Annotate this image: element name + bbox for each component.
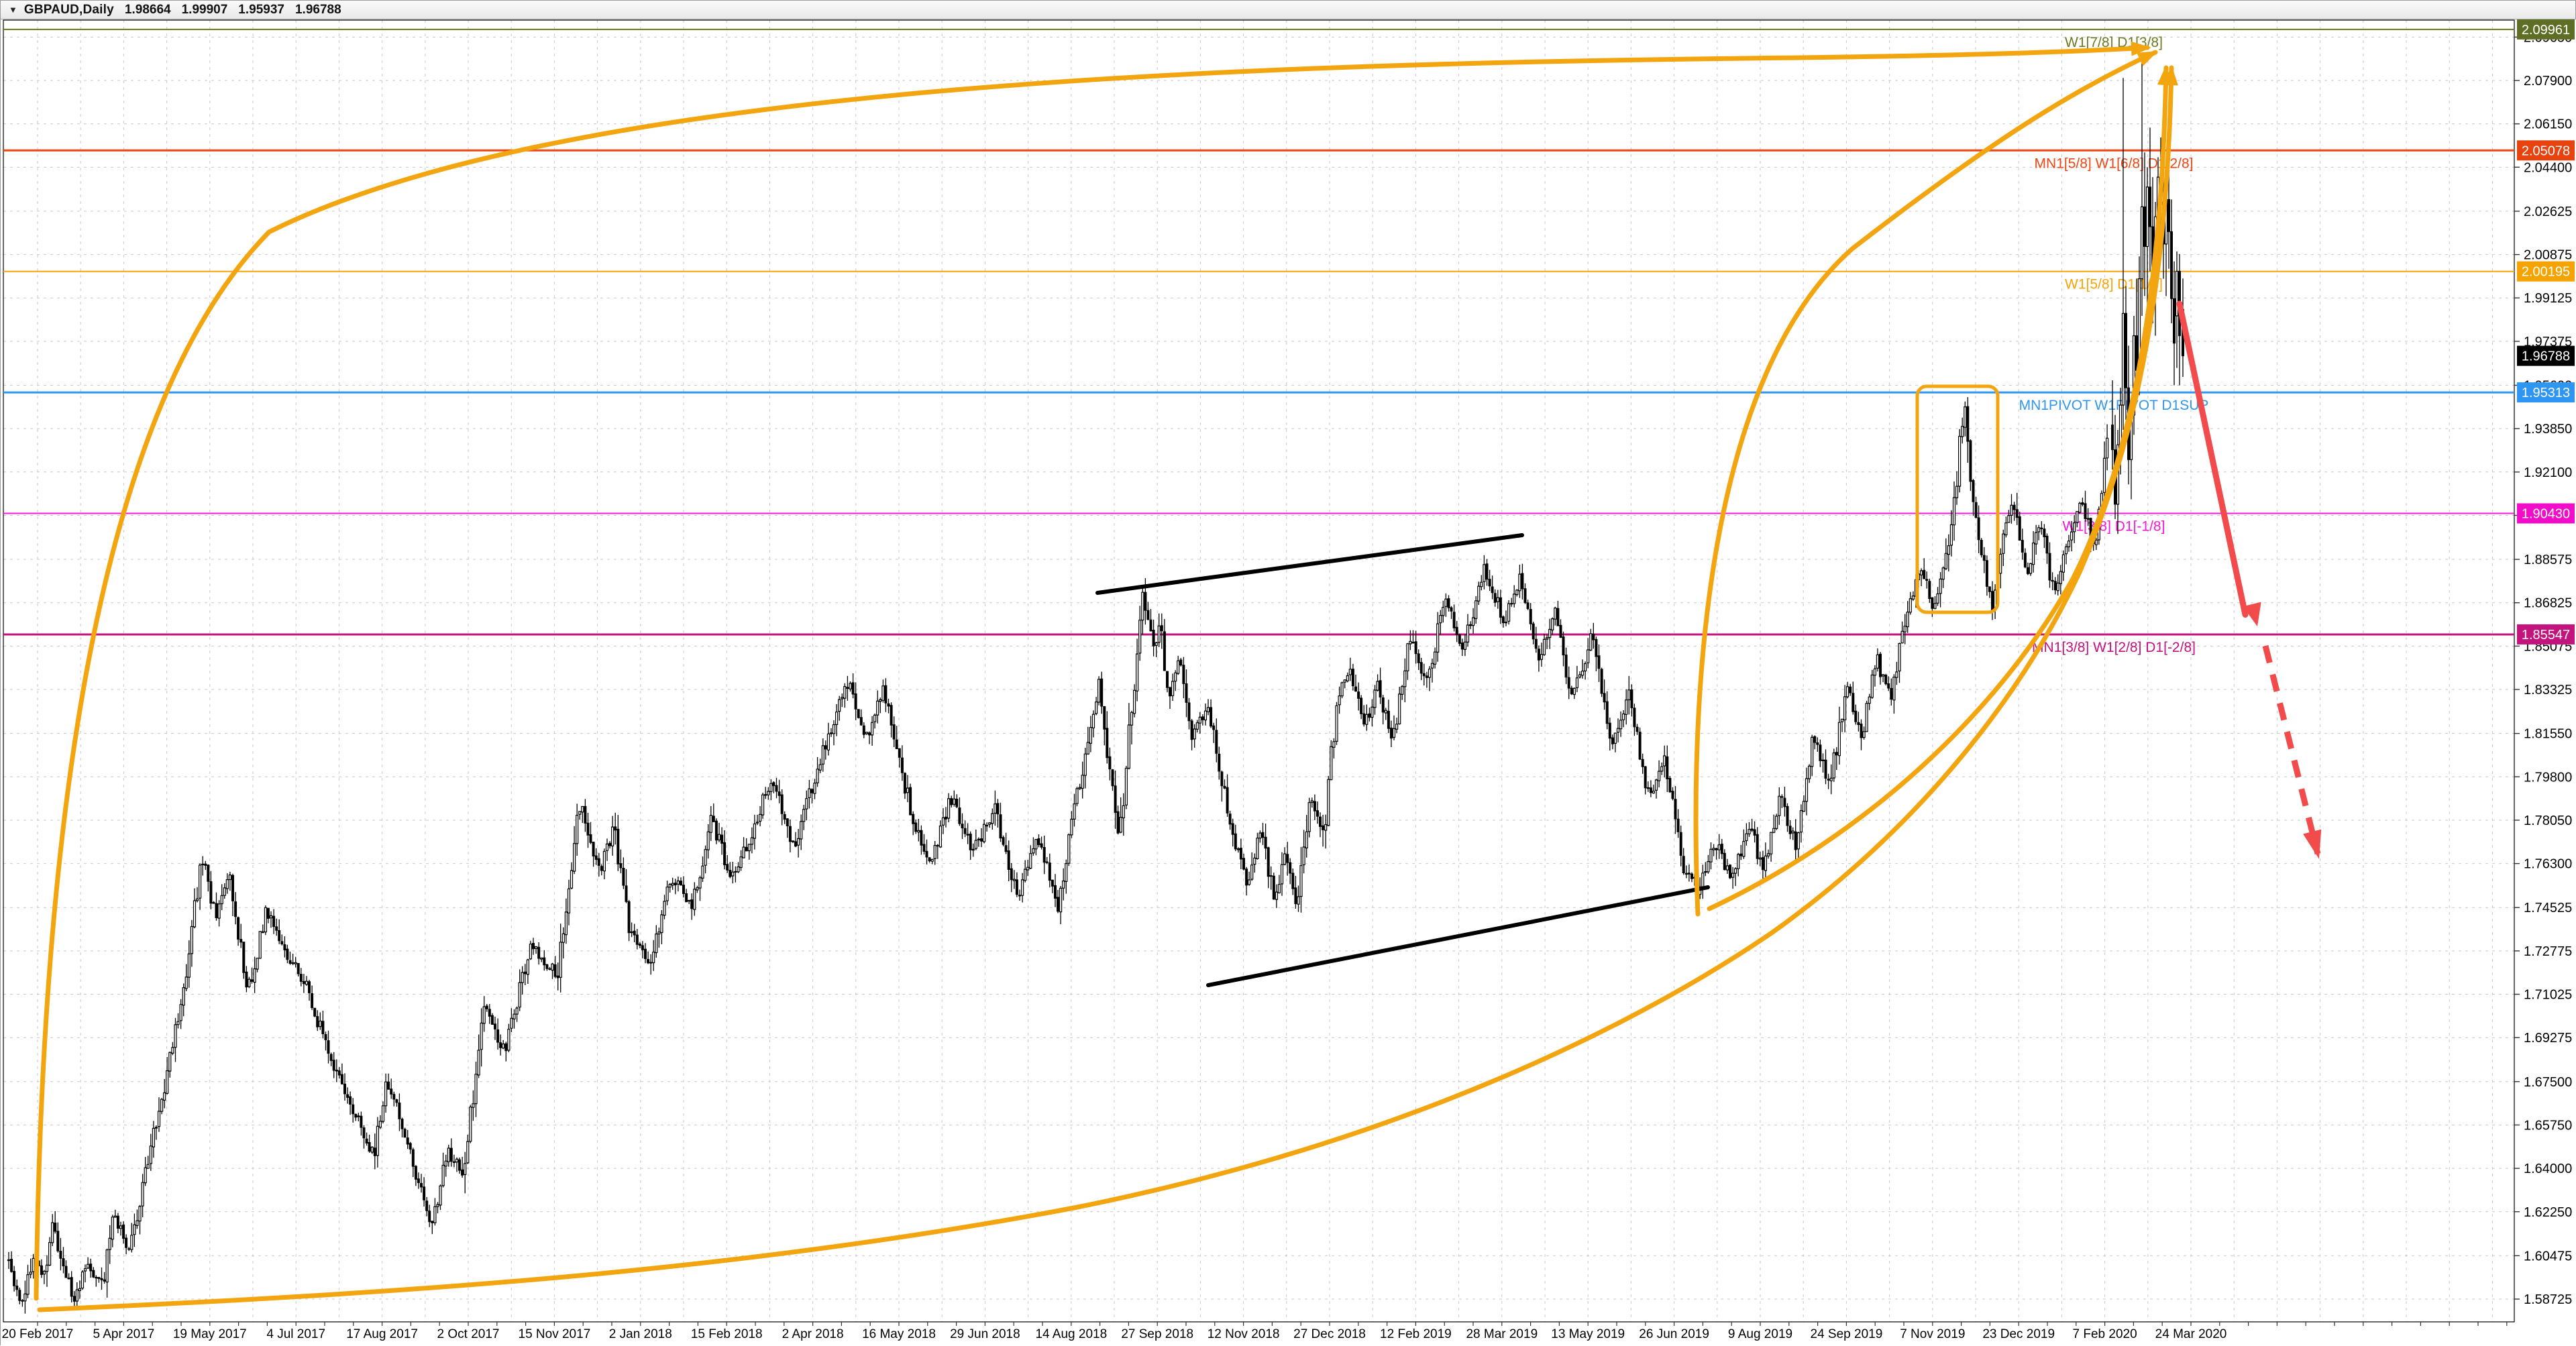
price-tick-label: 2.07900 <box>2524 74 2572 89</box>
date-label: 24 Sep 2019 <box>1811 1327 1883 1341</box>
black-trendline-upper[interactable] <box>1097 535 1522 593</box>
price-badge-label: 2.00195 <box>2522 265 2570 280</box>
price-tick-label: 1.86825 <box>2524 596 2572 611</box>
date-label: 7 Nov 2019 <box>1900 1327 1965 1341</box>
date-label: 2 Jan 2018 <box>609 1327 672 1341</box>
price-badge-label: 1.90430 <box>2522 507 2570 522</box>
red-forecast-arrows[interactable] <box>2180 304 2321 859</box>
price-tick-label: 1.83325 <box>2524 683 2572 697</box>
price-badge-label: 2.05078 <box>2522 144 2570 158</box>
price-tick-label: 2.06150 <box>2524 117 2572 132</box>
date-label: 20 Feb 2017 <box>2 1327 74 1341</box>
price-tick-label: 1.67500 <box>2524 1075 2572 1090</box>
red-dashed-arrowhead <box>2303 830 2321 859</box>
price-tick-label: 1.81550 <box>2524 727 2572 742</box>
price-tick-label: 1.72775 <box>2524 944 2572 959</box>
date-label: 29 Jun 2018 <box>950 1327 1020 1341</box>
date-label: 13 May 2019 <box>1551 1327 1625 1341</box>
date-label: 12 Feb 2019 <box>1380 1327 1452 1341</box>
date-label: 28 Mar 2019 <box>1466 1327 1538 1341</box>
date-label: 16 May 2018 <box>862 1327 936 1341</box>
murrey-label: W1[5/8] D1[1/8] <box>2065 277 2163 292</box>
date-label: 2 Apr 2018 <box>782 1327 844 1341</box>
murrey-label: MN1[3/8] W1[2/8] D1[-2/8] <box>2032 640 2196 655</box>
murrey-label: MN1PIVOT W1PIVOT D1SUP <box>2019 398 2209 413</box>
date-label: 12 Nov 2018 <box>1208 1327 1280 1341</box>
price-tick-label: 1.65750 <box>2524 1118 2572 1133</box>
price-tick-label: 1.69275 <box>2524 1031 2572 1046</box>
symbol-dropdown-icon[interactable]: ▼ <box>9 5 17 14</box>
price-tick-label: 1.79800 <box>2524 770 2572 785</box>
price-tick-label: 1.76300 <box>2524 857 2572 872</box>
arrowhead <box>2137 51 2158 66</box>
ohlc-high: 1.99907 <box>182 3 228 17</box>
orange-annotations[interactable] <box>36 42 2178 1310</box>
price-tick-label: 1.74525 <box>2524 901 2572 915</box>
date-label: 19 May 2017 <box>173 1327 247 1341</box>
date-label: 27 Sep 2018 <box>1121 1327 1193 1341</box>
price-badge-label: 1.85547 <box>2522 628 2570 642</box>
price-tick-label: 1.58725 <box>2524 1292 2572 1307</box>
date-label: 4 Jul 2017 <box>266 1327 325 1341</box>
date-label: 15 Nov 2017 <box>519 1327 591 1341</box>
date-label: 17 Aug 2017 <box>346 1327 418 1341</box>
price-tick-label: 1.93850 <box>2524 422 2572 437</box>
ohlc-close: 1.96788 <box>295 3 341 17</box>
date-label: 26 Jun 2019 <box>1639 1327 1709 1341</box>
big-lower-arc[interactable] <box>40 68 2171 1310</box>
price-badge-label: 2.09961 <box>2522 23 2570 38</box>
price-tick-label: 1.62250 <box>2524 1205 2572 1220</box>
date-label: 27 Dec 2018 <box>1293 1327 1366 1341</box>
date-label: 2 Oct 2017 <box>437 1327 500 1341</box>
date-label: 5 Apr 2017 <box>93 1327 154 1341</box>
chart-canvas[interactable]: W1[7/8] D1[3/8]MN1[5/8] W1[6/8] D1[2/8]W… <box>1 19 2576 1346</box>
chart-title-bar[interactable]: ▼ GBPAUD,Daily 1.98664 1.99907 1.95937 1… <box>1 1 2575 19</box>
price-tick-label: 2.04400 <box>2524 160 2572 175</box>
black-trendline-lower[interactable] <box>1208 887 1708 985</box>
small-leaf-left-arc[interactable] <box>1696 52 2155 914</box>
down-candle-bodies <box>11 177 2184 1301</box>
ohlc-open: 1.98664 <box>125 3 171 17</box>
chart-area[interactable]: W1[7/8] D1[3/8]MN1[5/8] W1[6/8] D1[2/8]W… <box>1 19 2576 1346</box>
date-label: 15 Feb 2018 <box>691 1327 763 1341</box>
price-tick-label: 1.92100 <box>2524 465 2572 480</box>
price-tick-label: 1.60475 <box>2524 1249 2572 1264</box>
price-tick-label: 1.88575 <box>2524 553 2572 567</box>
ohlc-low: 1.95937 <box>238 3 284 17</box>
date-label: 23 Dec 2019 <box>1982 1327 2055 1341</box>
price-badge-label: 1.96788 <box>2522 349 2570 364</box>
chart-title: GBPAUD,Daily <box>24 3 114 17</box>
red-solid-arrow-shaft[interactable] <box>2180 304 2245 615</box>
price-tick-label: 1.71025 <box>2524 988 2572 1003</box>
date-label: 9 Aug 2019 <box>1728 1327 1792 1341</box>
price-tick-label: 2.00875 <box>2524 248 2572 263</box>
date-label: 7 Feb 2020 <box>2073 1327 2137 1341</box>
up-candle-bodies <box>8 177 2178 1301</box>
price-tick-label: 1.99125 <box>2524 291 2572 306</box>
price-tick-label: 1.78050 <box>2524 814 2572 828</box>
price-badge-label: 1.95313 <box>2522 386 2570 400</box>
date-label: 24 Mar 2020 <box>2155 1327 2227 1341</box>
price-tick-label: 1.64000 <box>2524 1162 2572 1176</box>
date-label: 14 Aug 2018 <box>1035 1327 1107 1341</box>
price-tick-label: 2.02625 <box>2524 205 2572 219</box>
red-dashed-arrow-shaft[interactable] <box>2265 646 2318 854</box>
price-axis[interactable]: 2.096502.079002.061502.044002.026252.008… <box>2514 19 2575 1307</box>
time-axis[interactable]: 20 Feb 2017 5 Apr 2017 19 May 2017 4 Jul 20… <box>2 1322 2507 1341</box>
